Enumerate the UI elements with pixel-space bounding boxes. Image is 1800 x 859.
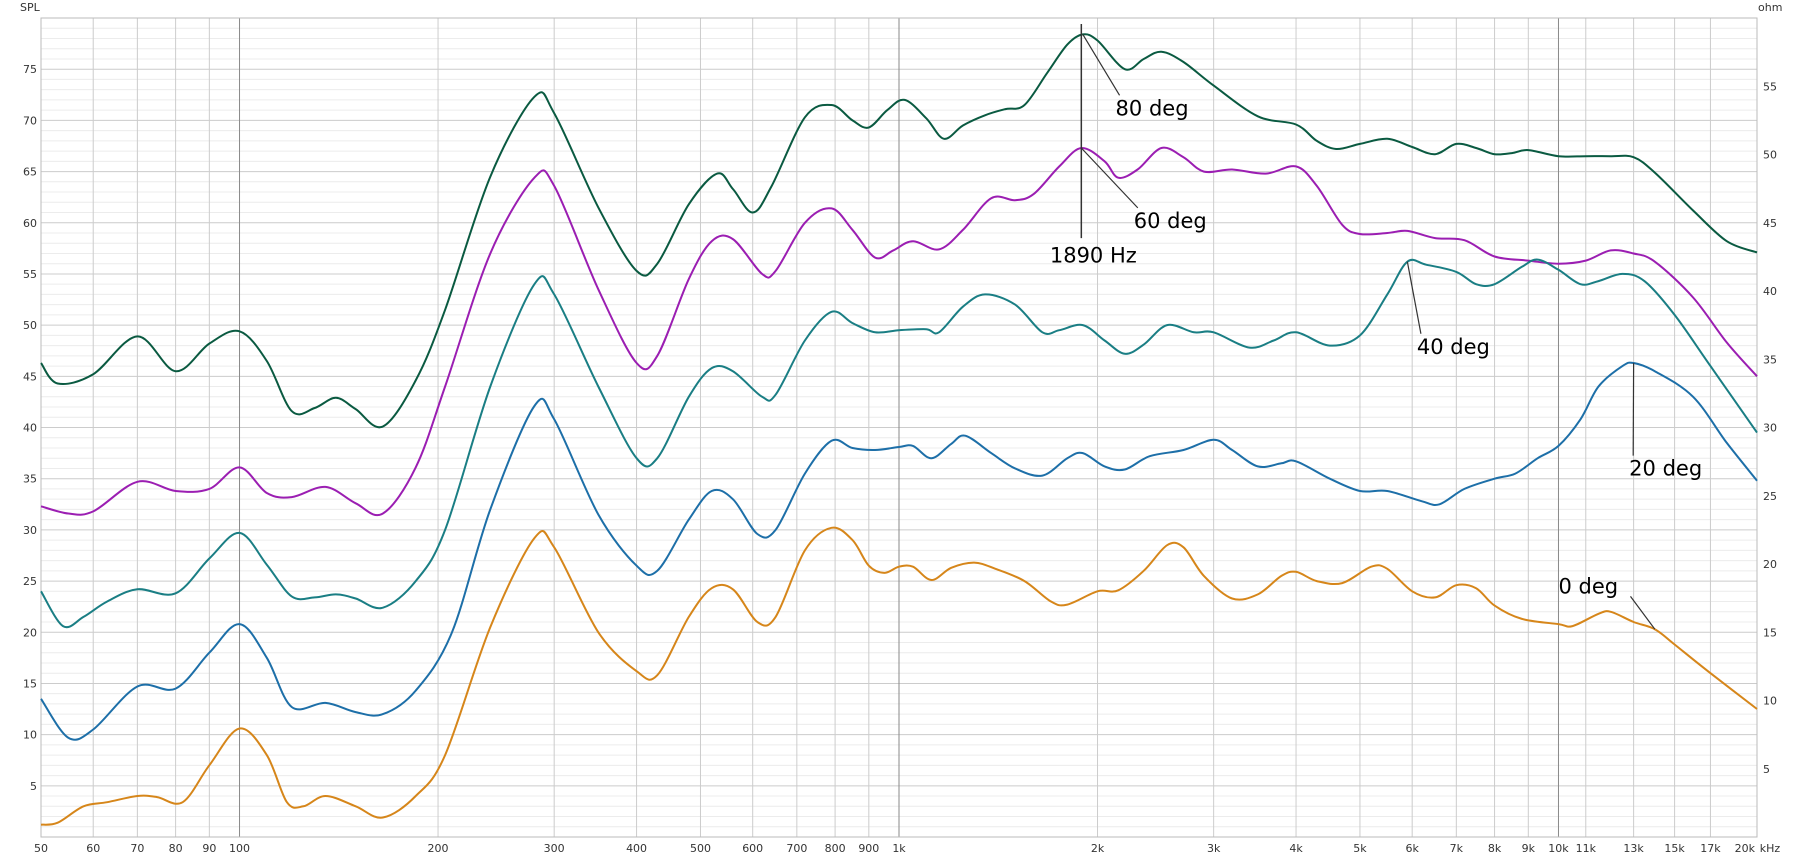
frequency-marker: 1890 Hz <box>1050 24 1137 268</box>
series-line-0-deg <box>40 526 1758 826</box>
x-tick-label: 200 <box>428 842 449 855</box>
x-tick-label: 15k <box>1664 842 1685 855</box>
y-right-tick-label: 35 <box>1763 353 1777 366</box>
y-left-tick-label: 30 <box>23 524 37 537</box>
y-left-tick-label: 25 <box>23 575 37 588</box>
y-left-tick-label: 55 <box>23 268 37 281</box>
y-right-tick-label: 40 <box>1763 285 1777 298</box>
y-axis-right-label: ohm <box>1758 1 1782 14</box>
series-line-40-deg <box>40 258 1758 629</box>
annotation-label: 60 deg <box>1134 209 1207 233</box>
annotation-leader <box>1629 595 1656 630</box>
x-tick-label: 17k <box>1700 842 1721 855</box>
x-tick-label: 800 <box>825 842 846 855</box>
x-tick-label: 3k <box>1207 842 1221 855</box>
x-tick-label: 5k <box>1353 842 1367 855</box>
y-right-tick-label: 15 <box>1763 626 1777 639</box>
y-right-tick-label: 20 <box>1763 558 1777 571</box>
y-left-tick-label: 65 <box>23 166 37 179</box>
y-right-tick-label: 50 <box>1763 149 1777 162</box>
x-tick-label: 100 <box>229 842 250 855</box>
y-axis-left-label: SPL <box>20 1 41 14</box>
y-left-tick-label: 15 <box>23 677 37 690</box>
x-tick-label: 50 <box>34 842 48 855</box>
series-line-20-deg <box>40 361 1758 741</box>
y-right-tick-label: 30 <box>1763 422 1777 435</box>
x-tick-label: 6k <box>1405 842 1419 855</box>
x-tick-label: 9k <box>1522 842 1536 855</box>
annotation-label: 40 deg <box>1417 335 1490 359</box>
x-tick-label: 60 <box>86 842 100 855</box>
x-tick-label: 20k <box>1735 842 1756 855</box>
x-tick-label: 600 <box>742 842 763 855</box>
annotation-leader <box>1406 261 1422 334</box>
x-tick-label: 10k <box>1548 842 1569 855</box>
x-tick-label: 7k <box>1450 842 1464 855</box>
x-tick-label: 500 <box>690 842 711 855</box>
x-tick-label: 900 <box>858 842 879 855</box>
y-left-tick-label: 75 <box>23 63 37 76</box>
annotation-label: 20 deg <box>1629 457 1702 481</box>
y-left-tick-label: 20 <box>23 626 37 639</box>
x-tick-label: 2k <box>1091 842 1105 855</box>
plot-frame <box>40 17 1758 838</box>
y-left-tick-label: 40 <box>23 422 37 435</box>
y-right-tick-label: 10 <box>1763 695 1777 708</box>
x-tick-label: 400 <box>626 842 647 855</box>
y-left-tick-label: 35 <box>23 473 37 486</box>
x-tick-label: 70 <box>130 842 144 855</box>
y-right-tick-label: 45 <box>1763 217 1777 230</box>
y-left-tick-label: 5 <box>30 780 37 793</box>
x-axis-unit-label: kHz <box>1760 842 1781 855</box>
curve-annotations: 80 deg 60 deg 40 deg 20 deg 0 deg <box>1080 34 1702 630</box>
y-left-tick-label: 45 <box>23 370 37 383</box>
x-tick-label: 80 <box>169 842 183 855</box>
annotation-leader <box>1080 147 1139 209</box>
x-tick-label: 1k <box>892 842 906 855</box>
y-left-tick-label: 50 <box>23 319 37 332</box>
y-left-tick-label: 10 <box>23 729 37 742</box>
x-axis-ticks: 50 60 70 80 90 100 200 300 400 500 600 700 800 900 1k 2… <box>34 842 1756 855</box>
x-tick-label: 90 <box>202 842 216 855</box>
y-right-tick-label: 25 <box>1763 490 1777 503</box>
x-tick-label: 13k <box>1623 842 1644 855</box>
x-tick-label: 300 <box>544 842 565 855</box>
x-tick-label: 11k <box>1576 842 1597 855</box>
y-right-tick-label: 5 <box>1763 763 1770 776</box>
x-tick-label: 700 <box>786 842 807 855</box>
annotation-label: 0 deg <box>1558 574 1618 598</box>
annotation-label: 80 deg <box>1116 96 1189 120</box>
y-left-tick-label: 70 <box>23 114 37 127</box>
major-grid <box>40 18 1758 837</box>
annotation-leader <box>1082 34 1121 96</box>
x-tick-label: 4k <box>1289 842 1303 855</box>
response-curves <box>40 33 1758 826</box>
series-line-60-deg <box>40 146 1758 517</box>
marker-label: 1890 Hz <box>1050 244 1137 268</box>
x-tick-label: 8k <box>1488 842 1502 855</box>
y-right-tick-label: 55 <box>1763 80 1777 93</box>
y-axis-right-ticks: 5 10 15 20 25 30 35 40 45 50 55 <box>1763 80 1777 776</box>
y-axis-left-ticks: 5 10 15 20 25 30 35 40 45 50 55 60 65 70 75 <box>23 63 37 793</box>
y-left-tick-label: 60 <box>23 217 37 230</box>
series-line-80-deg <box>40 33 1758 429</box>
